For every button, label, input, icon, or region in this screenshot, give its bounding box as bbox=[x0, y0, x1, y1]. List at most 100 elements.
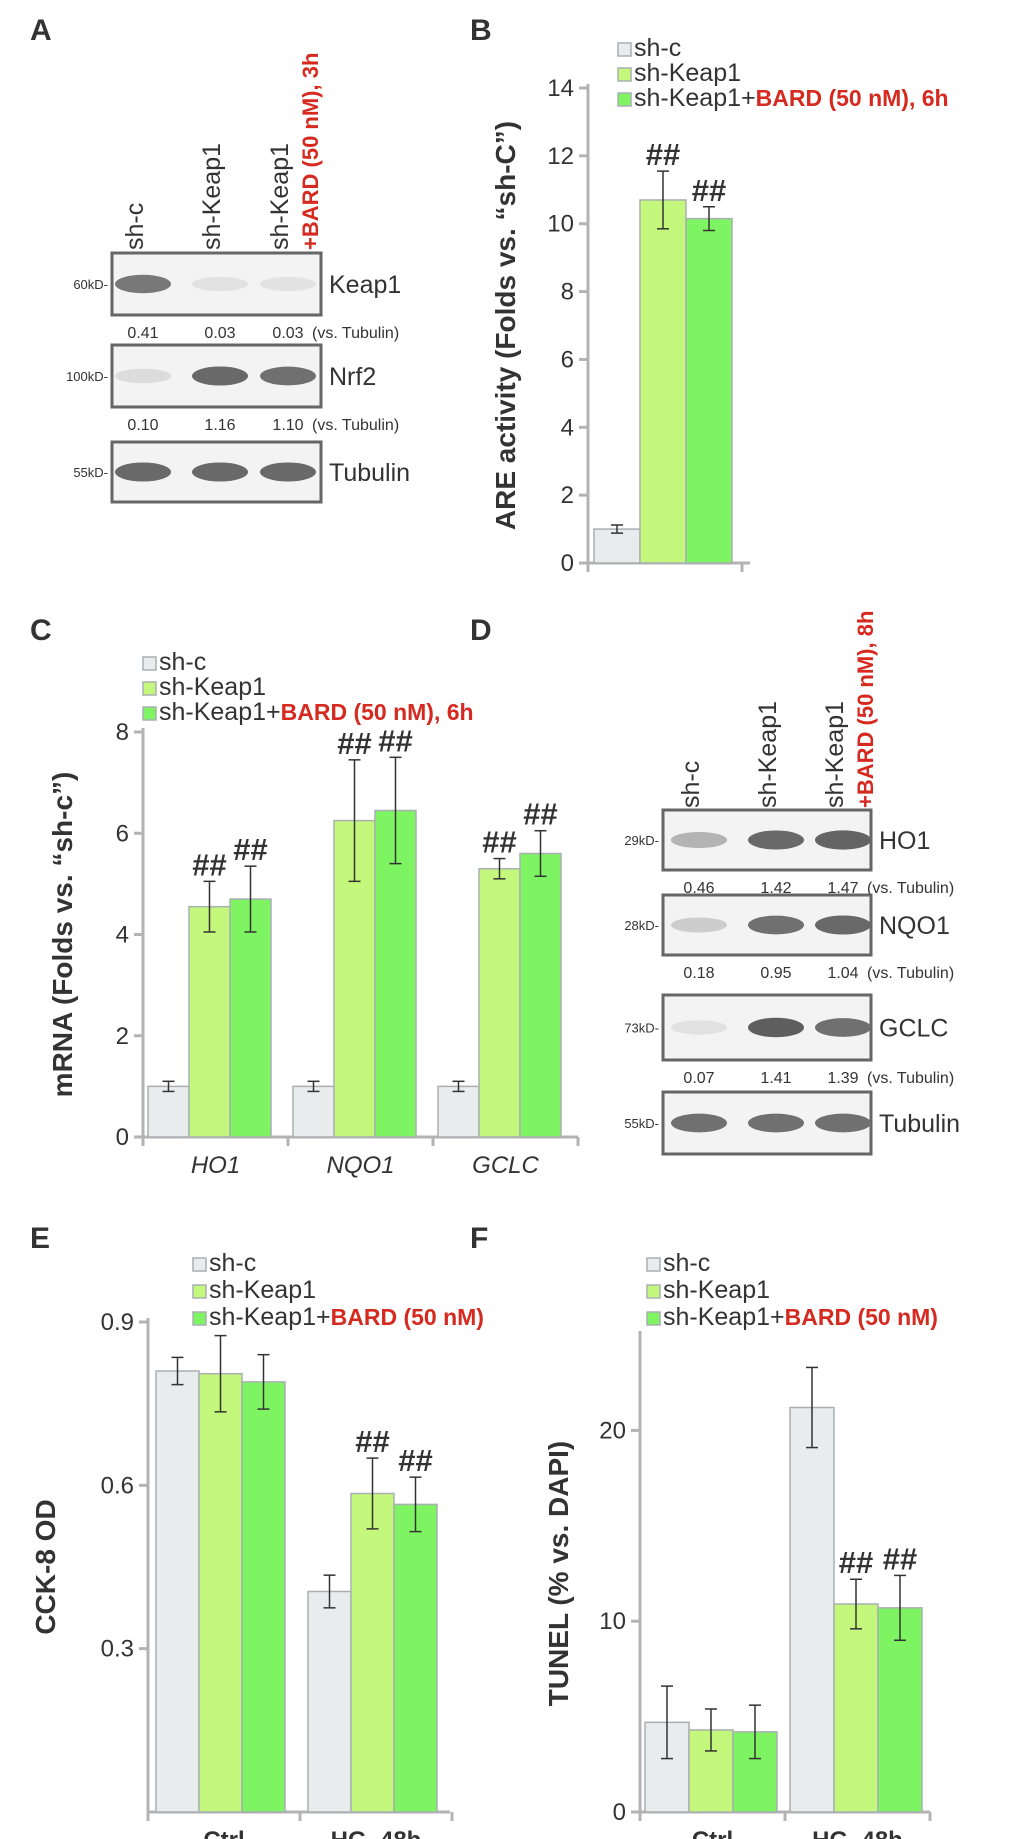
legend-swatch bbox=[192, 1284, 207, 1299]
band-quantification: 1.10 bbox=[272, 417, 303, 434]
protein-band bbox=[260, 366, 316, 386]
protein-label: GCLC bbox=[879, 1015, 948, 1043]
protein-band bbox=[815, 830, 871, 850]
band-quantification: 0.46 bbox=[683, 880, 714, 897]
protein-band bbox=[260, 276, 316, 292]
band-quantification: 1.42 bbox=[760, 880, 791, 897]
y-axis-label: ARE activity (Folds vs. “sh-C”) bbox=[490, 121, 521, 530]
band-quantification: 1.47 bbox=[827, 880, 858, 897]
band-quantification: 0.18 bbox=[683, 965, 714, 982]
quantification-note: (vs. Tubulin) bbox=[867, 965, 954, 982]
molecular-weight-marker: 55kD- bbox=[73, 465, 108, 480]
lane-label: sh-Keap1 bbox=[266, 143, 294, 250]
bar bbox=[307, 1590, 352, 1813]
y-tick-label: 4 bbox=[561, 414, 574, 441]
lane-label: sh-Keap1 bbox=[821, 701, 849, 808]
protein-band bbox=[748, 830, 804, 850]
lane-label: sh-c bbox=[121, 203, 149, 250]
molecular-weight-marker: 29kD- bbox=[624, 833, 659, 848]
protein-band bbox=[671, 831, 727, 849]
y-tick-label: 8 bbox=[116, 719, 129, 746]
legend-label: sh-Keap1+BARD (50 nM), 6h bbox=[159, 698, 474, 726]
y-tick-label: 8 bbox=[561, 279, 574, 306]
quantification-note: (vs. Tubulin) bbox=[867, 880, 954, 897]
western-blot-panel-a: sh-c sh-Keap1 sh-Keap1 +BARD (50 nM), 3h60k… bbox=[66, 53, 410, 504]
legend-label: sh-c bbox=[159, 648, 206, 676]
panel-letter-f: F bbox=[470, 1222, 488, 1255]
x-category-label: HG, 48h bbox=[812, 1827, 903, 1839]
y-tick-label: 2 bbox=[561, 482, 574, 509]
y-tick-label: 2 bbox=[116, 1023, 129, 1050]
bar bbox=[833, 1603, 879, 1813]
panel-letter-e: E bbox=[30, 1222, 50, 1255]
band-quantification: 0.07 bbox=[683, 1070, 714, 1087]
bar bbox=[789, 1406, 835, 1813]
legend-label: sh-Keap1 bbox=[634, 59, 741, 87]
protein-band bbox=[815, 915, 871, 935]
bar bbox=[198, 1372, 243, 1813]
legend-swatch bbox=[646, 1257, 661, 1272]
y-axis-label: TUNEL (% vs. DAPI) bbox=[543, 1441, 574, 1707]
protein-band bbox=[192, 366, 248, 386]
legend-swatch bbox=[617, 42, 632, 57]
legend-label: sh-Keap1 bbox=[209, 1276, 316, 1304]
bar bbox=[519, 852, 562, 1138]
significance-mark: ## bbox=[192, 847, 226, 882]
bar bbox=[593, 528, 641, 564]
bar bbox=[188, 905, 231, 1138]
legend-swatch bbox=[617, 67, 632, 82]
x-category-label: Ctrl bbox=[203, 1827, 244, 1839]
significance-mark: ## bbox=[398, 1443, 432, 1478]
x-category-label: NQO1 bbox=[326, 1152, 394, 1179]
panel-letter-c: C bbox=[30, 614, 52, 647]
protein-band bbox=[815, 1018, 871, 1037]
band-quantification: 1.04 bbox=[827, 965, 858, 982]
x-category-label: HO1 bbox=[191, 1152, 240, 1179]
protein-band bbox=[192, 276, 248, 292]
y-tick-label: 10 bbox=[547, 211, 574, 238]
quantification-note: (vs. Tubulin) bbox=[867, 1070, 954, 1087]
legend-label: sh-c bbox=[209, 1249, 256, 1277]
y-tick-label: 0 bbox=[561, 550, 574, 577]
bar bbox=[437, 1085, 480, 1138]
y-tick-label: 10 bbox=[599, 1608, 626, 1635]
significance-mark: ## bbox=[523, 797, 557, 832]
protein-label: Tubulin bbox=[879, 1110, 960, 1138]
panel-letter-d: D bbox=[470, 614, 492, 647]
bar bbox=[147, 1085, 190, 1138]
legend-label: sh-Keap1+BARD (50 nM) bbox=[663, 1303, 938, 1331]
x-category-label: HG, 48h bbox=[331, 1827, 422, 1839]
quantification-note: (vs. Tubulin) bbox=[312, 325, 399, 342]
molecular-weight-marker: 100kD- bbox=[66, 369, 108, 384]
y-tick-label: 14 bbox=[547, 75, 574, 102]
protein-band bbox=[748, 915, 804, 935]
protein-band bbox=[748, 1017, 804, 1038]
protein-band bbox=[671, 1113, 727, 1133]
bar bbox=[478, 867, 521, 1138]
band-quantification: 0.03 bbox=[204, 325, 235, 342]
legend-label: sh-Keap1 bbox=[663, 1276, 770, 1304]
legend-label: sh-Keap1+BARD (50 nM), 6h bbox=[634, 84, 949, 112]
bar bbox=[877, 1607, 923, 1813]
significance-mark: ## bbox=[692, 173, 726, 208]
bar bbox=[292, 1085, 335, 1138]
y-axis-label: CCK-8 OD bbox=[30, 1499, 61, 1634]
significance-mark: ## bbox=[646, 137, 680, 172]
y-tick-label: 4 bbox=[116, 922, 129, 949]
y-tick-label: 0.3 bbox=[101, 1636, 134, 1663]
legend-swatch bbox=[646, 1311, 661, 1326]
legend-swatch bbox=[192, 1311, 207, 1326]
protein-label: Nrf2 bbox=[329, 363, 376, 391]
molecular-weight-marker: 73kD- bbox=[624, 1021, 659, 1036]
y-tick-label: 6 bbox=[116, 820, 129, 847]
protein-label: Tubulin bbox=[329, 459, 410, 487]
significance-mark: ## bbox=[233, 832, 267, 867]
lane-treatment-label: +BARD (50 nM), 8h bbox=[853, 611, 878, 808]
band-quantification: 0.41 bbox=[127, 325, 158, 342]
protein-band bbox=[260, 462, 316, 482]
protein-label: NQO1 bbox=[879, 912, 950, 940]
protein-band bbox=[748, 1113, 804, 1133]
quantification-note: (vs. Tubulin) bbox=[312, 417, 399, 434]
